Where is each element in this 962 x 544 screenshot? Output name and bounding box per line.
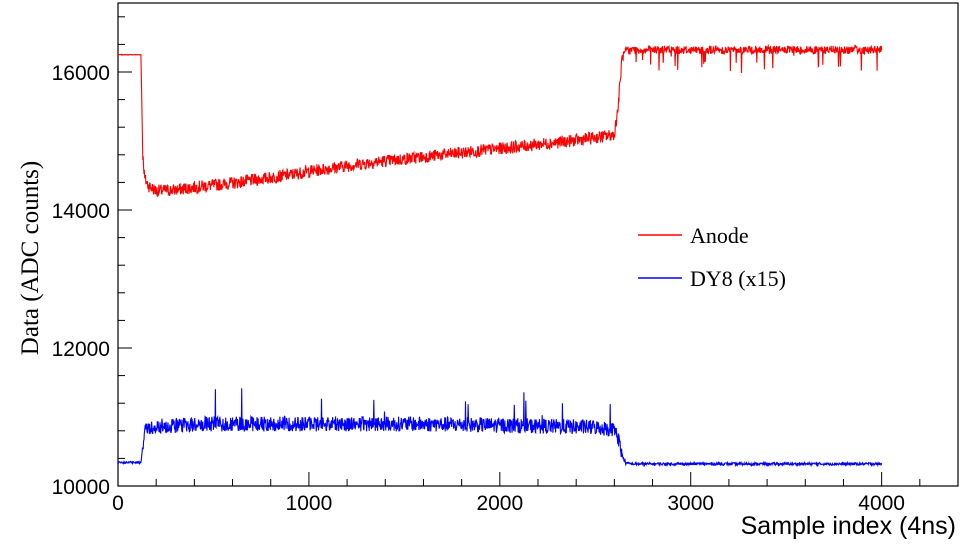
- y-tick-label: 12000: [52, 338, 110, 361]
- tick-labels: 0 1000 2000 3000 4000 10000 12000 14000 16000: [52, 62, 905, 515]
- x-tick-label: 3000: [667, 492, 714, 515]
- legend-label-anode: Anode: [690, 223, 749, 248]
- x-tick-label: 4000: [858, 492, 905, 515]
- axis-ticks: [117, 16, 959, 487]
- legend-label-dy8: DY8 (x15): [690, 266, 786, 291]
- x-tick-label: 1000: [286, 492, 333, 515]
- y-axis-title: Data (ADC counts): [17, 161, 44, 355]
- x-tick-label: 0: [112, 492, 124, 515]
- plot-frame: [117, 2, 959, 487]
- y-tick-label: 14000: [52, 200, 110, 223]
- x-axis-title: Sample index (4ns): [741, 512, 956, 540]
- series-line-anode: [117, 43, 883, 197]
- series-line-dy8: [117, 388, 883, 468]
- legend: Anode DY8 (x15): [638, 223, 786, 291]
- series-layer: [117, 43, 883, 468]
- y-tick-label: 16000: [52, 62, 110, 85]
- x-tick-label: 2000: [476, 492, 523, 515]
- y-tick-label: 10000: [52, 476, 110, 499]
